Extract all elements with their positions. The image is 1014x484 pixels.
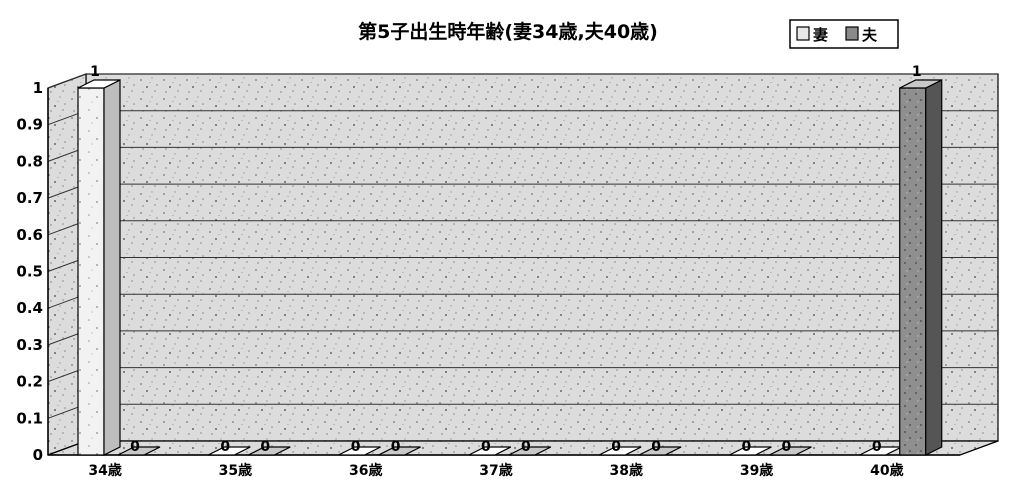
- bar-top: [899, 79, 942, 89]
- chart-walls: [47, 73, 999, 456]
- gridline: [47, 73, 998, 89]
- bar-husband: [638, 446, 682, 456]
- chart-title: 第5子出生時年齢(妻34歳,夫40歳): [358, 20, 658, 43]
- bar-husband: [117, 446, 161, 456]
- bar-top: [77, 79, 121, 89]
- x-tick-label: 40歳: [870, 462, 903, 479]
- y-tick-label: 1: [33, 79, 43, 97]
- bar-wife: [77, 79, 121, 456]
- bar-wife: [208, 446, 251, 456]
- bar-zero: [508, 446, 552, 456]
- y-tick-label: 0.5: [16, 263, 43, 281]
- bar-front: [899, 87, 927, 456]
- data-label: 0: [742, 439, 752, 455]
- y-tick-label: 0.3: [16, 336, 43, 354]
- data-label: 0: [481, 439, 491, 455]
- bar-husband: [248, 446, 291, 456]
- bar-husband: [899, 79, 943, 456]
- x-tick-label: 34歳: [88, 462, 121, 479]
- bar-zero: [468, 446, 512, 456]
- bar-zero: [769, 446, 812, 456]
- bar-husband: [769, 446, 812, 456]
- bar-side: [103, 79, 121, 456]
- bars: [77, 79, 943, 456]
- bar-front: [77, 87, 105, 456]
- bar-zero: [638, 446, 682, 456]
- y-axis-ticks: 0 0.1 0.2 0.3 0.4 0.5 0.6 0.7 0.8 0.9 1: [16, 79, 43, 464]
- bar-zero: [248, 446, 291, 456]
- data-label: 1: [912, 64, 922, 80]
- y-tick-label: 0.6: [16, 226, 43, 244]
- legend-label-husband: 夫: [862, 26, 878, 44]
- bar-wife: [598, 446, 642, 456]
- data-label: 0: [220, 439, 230, 455]
- data-label: 0: [130, 439, 140, 455]
- data-labels: 1 0 0 0 0 0 0 0 0 0 0 0 0 1: [90, 64, 921, 455]
- bar-zero: [208, 446, 251, 456]
- legend-swatch-wife: [796, 26, 810, 41]
- y-tick-label: 0.1: [16, 409, 43, 427]
- bar-zero: [117, 446, 161, 456]
- x-tick-label: 35歳: [219, 462, 252, 479]
- data-label: 0: [651, 439, 661, 455]
- bar-zero: [729, 446, 772, 456]
- data-label: 0: [260, 439, 270, 455]
- data-label: 0: [391, 439, 401, 455]
- data-label: 0: [782, 439, 792, 455]
- data-label: 1: [90, 64, 100, 80]
- data-label: 0: [521, 439, 531, 455]
- y-tick-label: 0.7: [16, 189, 43, 207]
- data-label: 0: [351, 439, 361, 455]
- bar-zero: [598, 446, 642, 456]
- bar-wife: [338, 446, 381, 456]
- bar-zero: [338, 446, 381, 456]
- bar-side: [925, 79, 943, 456]
- bar-husband: [508, 446, 552, 456]
- y-tick-label: 0.9: [16, 116, 43, 134]
- legend-label-wife: 妻: [813, 26, 828, 44]
- x-axis-ticks: 34歳 35歳 36歳 37歳 38歳 39歳 40歳: [88, 462, 903, 479]
- bar-zero: [378, 446, 421, 456]
- legend: 妻 夫: [789, 19, 899, 49]
- bar-wife: [729, 446, 772, 456]
- y-tick-label: 0: [33, 446, 43, 464]
- y-tick-label: 0.4: [16, 299, 43, 317]
- data-label: 0: [872, 439, 882, 455]
- x-tick-label: 38歳: [610, 462, 643, 479]
- bar-husband: [378, 446, 421, 456]
- bar-wife: [468, 446, 512, 456]
- y-tick-label: 0.2: [16, 373, 43, 391]
- x-tick-label: 39歳: [740, 462, 773, 479]
- x-tick-label: 37歳: [479, 462, 512, 479]
- plot-area: 1 0 0 0 0 0 0 0 0 0 0 0 0 1 0 0.1 0.2 0.3 0.4 0.5 0.6 0.7 0.8…: [16, 64, 999, 479]
- data-label: 0: [611, 439, 621, 455]
- x-tick-label: 36歳: [349, 462, 382, 479]
- y-tick-label: 0.8: [16, 152, 43, 170]
- legend-swatch-husband: [845, 26, 859, 41]
